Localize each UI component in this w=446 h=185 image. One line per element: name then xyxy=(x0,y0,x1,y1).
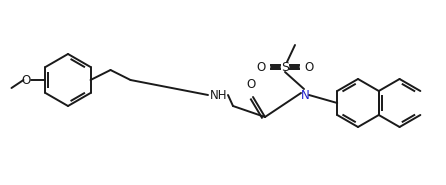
Text: O: O xyxy=(21,73,30,87)
Text: NH: NH xyxy=(210,88,227,102)
Text: O: O xyxy=(246,78,256,91)
Text: O: O xyxy=(257,60,266,73)
Text: S: S xyxy=(281,60,289,73)
Text: N: N xyxy=(301,88,310,102)
Text: O: O xyxy=(304,60,313,73)
